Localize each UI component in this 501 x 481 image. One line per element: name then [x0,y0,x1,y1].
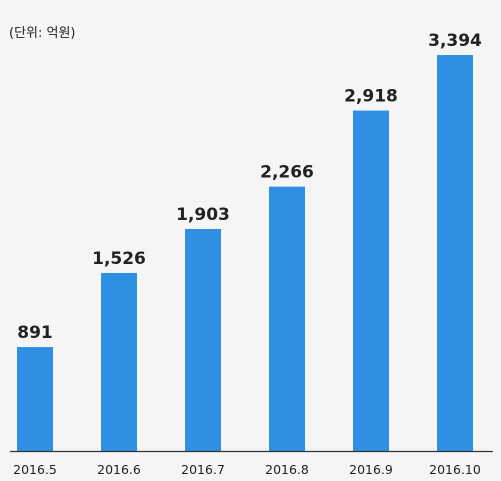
x-tick-label-2016.10: 2016.10 [429,462,481,477]
bar-2016.8 [269,186,305,451]
data-label-2016.6: 1,526 [92,249,146,269]
bar-2016.6 [101,272,137,451]
bars-group [17,55,473,452]
unit-label: (단위: 억원) [9,26,76,41]
x-tick-labels-group: 2016.5 2016.6 2016.7 2016.8 2016.9 2016.10 [13,462,481,477]
x-tick-label-2016.5: 2016.5 [13,462,57,477]
x-tick-label-2016.8: 2016.8 [265,462,309,477]
data-label-2016.5: 891 [17,323,53,343]
bar-2016.9 [353,110,389,452]
x-tick-label-2016.7: 2016.7 [181,462,225,477]
bar-2016.5 [17,347,53,451]
x-tick-label-2016.6: 2016.6 [97,462,141,477]
bar-2016.10 [437,55,473,452]
data-label-2016.9: 2,918 [344,87,398,107]
data-label-2016.10: 3,394 [428,31,482,51]
value-labels-group: 891 1,526 1,903 2,266 2,918 3,394 [17,31,482,343]
bar-2016.7 [185,228,221,451]
x-tick-label-2016.9: 2016.9 [349,462,393,477]
data-label-2016.8: 2,266 [260,163,314,183]
data-label-2016.7: 1,903 [176,205,230,225]
